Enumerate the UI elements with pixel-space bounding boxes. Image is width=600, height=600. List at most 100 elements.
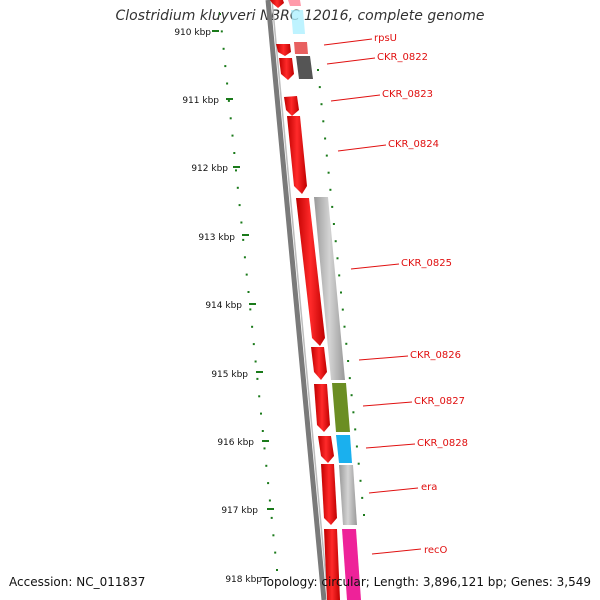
track-dot — [331, 205, 334, 208]
cds-arrow[interactable] — [314, 384, 330, 432]
svg-text:CKR_0826: CKR_0826 — [410, 350, 461, 361]
gene-label-CKR_0825[interactable]: CKR_0825 — [350, 258, 452, 270]
track-dot — [334, 240, 337, 243]
track-dot — [332, 223, 335, 225]
track-dot — [320, 103, 323, 106]
track-dot — [345, 342, 348, 345]
gene-dotted-track — [317, 69, 365, 516]
kbp-label: 913 kbp — [198, 233, 235, 243]
gene-feature-CKR_0827[interactable] — [332, 383, 350, 432]
track-dot — [359, 479, 362, 482]
gene-label-CKR_0823[interactable]: CKR_0823 — [330, 89, 433, 102]
track-dot — [274, 551, 277, 554]
track-dot — [220, 30, 223, 33]
gene-feature-CKR_0828[interactable] — [336, 435, 352, 463]
track-dot — [258, 395, 261, 398]
gene-label-recO[interactable]: recO — [371, 545, 448, 556]
gene-feature-top-cyan[interactable] — [291, 10, 305, 34]
scale-tick-914: 914 kbp — [205, 301, 256, 311]
track-dot — [229, 117, 232, 120]
track-dot — [238, 204, 241, 207]
gene-label-CKR_0822[interactable]: CKR_0822 — [326, 52, 428, 65]
kbp-label: 917 kbp — [221, 506, 258, 516]
track-dot — [224, 65, 227, 68]
gene-feature-CKR_0822[interactable] — [296, 56, 313, 79]
track-dot — [265, 464, 268, 467]
track-dot — [222, 47, 225, 50]
scale-tick-913: 913 kbp — [198, 233, 249, 243]
track-dot — [327, 171, 330, 174]
cds-arrow[interactable] — [296, 198, 325, 346]
track-dot — [254, 360, 257, 363]
gene-feature-top[interactable] — [288, 0, 301, 6]
svg-text:rpsU: rpsU — [374, 33, 397, 44]
scale-tick-916: 916 kbp — [217, 438, 269, 448]
track-dot — [245, 273, 248, 276]
kbp-label: 914 kbp — [205, 301, 242, 311]
gene-feature-CKR_0825[interactable] — [314, 197, 345, 380]
track-dot — [350, 394, 353, 397]
track-dot — [336, 257, 339, 260]
scale-tick-910: 910 kbp — [174, 28, 219, 38]
gene-feature-recO[interactable] — [342, 529, 361, 600]
kbp-label: 916 kbp — [217, 438, 254, 448]
track-dot — [231, 134, 234, 137]
track-dot — [324, 137, 327, 140]
cds-arrow[interactable] — [276, 44, 291, 56]
svg-text:recO: recO — [424, 545, 448, 556]
gene-labels: rpsU CKR_0822 CKR_0823 CKR_0824 CKR_0825… — [323, 33, 468, 556]
kbp-label: 910 kbp — [174, 28, 211, 38]
track-dot — [219, 13, 221, 15]
svg-text:CKR_0825: CKR_0825 — [401, 258, 452, 269]
gene-label-CKR_0827[interactable]: CKR_0827 — [362, 396, 465, 407]
cds-arrow[interactable] — [318, 436, 334, 463]
scale-tick-917: 917 kbp — [221, 506, 274, 516]
track-dot — [347, 360, 350, 362]
track-dot — [352, 411, 355, 414]
scale-tick-915: 915 kbp — [211, 370, 263, 380]
track-dot — [249, 308, 252, 311]
track-dot — [348, 377, 351, 380]
gene-label-CKR_0826[interactable]: CKR_0826 — [358, 350, 461, 361]
svg-text:CKR_0827: CKR_0827 — [414, 396, 465, 407]
gene-feature-era[interactable] — [339, 465, 357, 525]
svg-text:CKR_0824: CKR_0824 — [388, 139, 439, 150]
svg-text:CKR_0822: CKR_0822 — [377, 52, 428, 63]
gene-label-era[interactable]: era — [368, 482, 437, 494]
gene-label-rpsU[interactable]: rpsU — [323, 33, 397, 46]
cds-arrow[interactable] — [270, 0, 284, 8]
scale-tick-911: 911 kbp — [182, 96, 233, 106]
track-dot — [354, 428, 357, 431]
accession-text: Accession: NC_011837 — [9, 575, 146, 589]
kbp-label: 912 kbp — [191, 164, 228, 174]
kbp-label: 915 kbp — [211, 370, 248, 380]
track-dot — [338, 274, 341, 277]
cds-arrow[interactable] — [311, 347, 327, 380]
track-dot — [227, 99, 230, 102]
track-dot — [242, 238, 245, 241]
gene-label-CKR_0824[interactable]: CKR_0824 — [337, 139, 439, 152]
track-dot — [329, 188, 332, 191]
cds-arrow[interactable] — [287, 116, 307, 194]
track-dot — [263, 447, 266, 450]
cds-arrow[interactable] — [279, 58, 294, 80]
track-dot — [235, 169, 237, 172]
track-dot — [361, 496, 364, 499]
kbp-label: 911 kbp — [182, 96, 219, 106]
cds-arrow[interactable] — [321, 464, 337, 525]
track-dot — [363, 514, 365, 516]
track-dot — [325, 154, 328, 157]
track-dot — [240, 221, 243, 224]
track-dot — [341, 308, 344, 311]
track-dot — [226, 82, 229, 85]
track-dot — [276, 569, 278, 571]
track-dot — [268, 499, 271, 502]
gene-feature-rpsU[interactable] — [294, 42, 308, 54]
track-dot — [355, 445, 358, 448]
gene-label-CKR_0828[interactable]: CKR_0828 — [365, 438, 468, 449]
track-dot — [251, 325, 254, 328]
cds-arrow[interactable] — [324, 529, 340, 600]
cds-arrow[interactable] — [284, 96, 299, 116]
track-dot — [252, 343, 255, 346]
